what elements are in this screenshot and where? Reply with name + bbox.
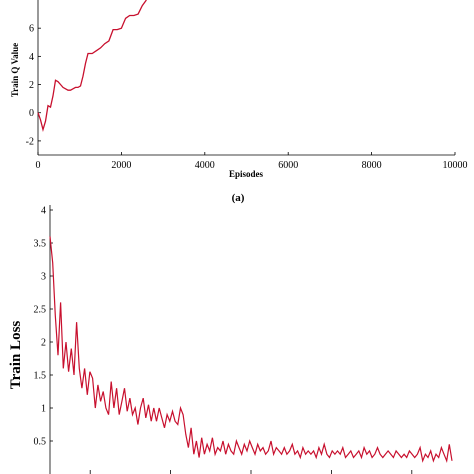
panel-b-y-tick-label: 4 (41, 206, 46, 217)
panel-a-x-tick-label: 8000 (362, 160, 382, 171)
panel-a-y-tick-label: 6 (29, 24, 34, 35)
panel-a-x-tick-label: 4000 (195, 160, 215, 171)
panel-b-series-line (49, 236, 453, 464)
panel-a-x-tick-label: 2000 (111, 160, 131, 171)
panel-b-y-tick-label: 1.5 (34, 371, 47, 382)
panel-b-y-axis-label: Train Loss (8, 321, 24, 390)
panel-b-y-tick-label: 0.5 (34, 437, 47, 448)
panel-a-y-tick-label: 2 (29, 80, 34, 91)
panel-b-y-tick-label: 3.5 (34, 239, 47, 250)
panel-b-y-tick-labels: 0.5 1 1.5 2 2.5 3 3.5 4 (34, 206, 47, 448)
panel-a-x-tick-label: 0 (36, 160, 41, 171)
panel-b-y-tick-label: 1 (41, 404, 46, 415)
panel-b-y-tick-label: 2 (41, 338, 46, 349)
panel-a-y-tick-labels: -2 0 2 4 6 (26, 24, 34, 148)
panel-a-x-tick-labels: 0 2000 4000 6000 8000 10000 (36, 160, 468, 171)
panel-a-y-axis-label: Train Q Value (10, 43, 20, 97)
panel-b-y-tick-label: 3 (41, 272, 46, 283)
panel-b-chart: 0.5 1 1.5 2 2.5 3 3.5 4 Train Loss (8, 205, 453, 474)
panel-a-label: (a) (232, 192, 245, 204)
panel-a-chart: -2 0 2 4 6 0 2000 4000 6000 8000 10000 Train Q Va… (10, 0, 468, 204)
panel-a-x-tick-label: 6000 (278, 160, 298, 171)
panel-a-y-tick-label: 4 (29, 52, 34, 63)
panel-a-y-tick-label: -2 (26, 136, 34, 147)
panel-a-y-tick-label: 0 (29, 108, 34, 119)
panel-a-x-tick-label: 10000 (443, 160, 468, 171)
panel-a-x-axis-label: Episodes (229, 169, 264, 179)
panel-b-ticks (50, 209, 413, 474)
panel-b-y-tick-label: 2.5 (34, 305, 47, 316)
panel-a-series-line (37, 0, 147, 133)
